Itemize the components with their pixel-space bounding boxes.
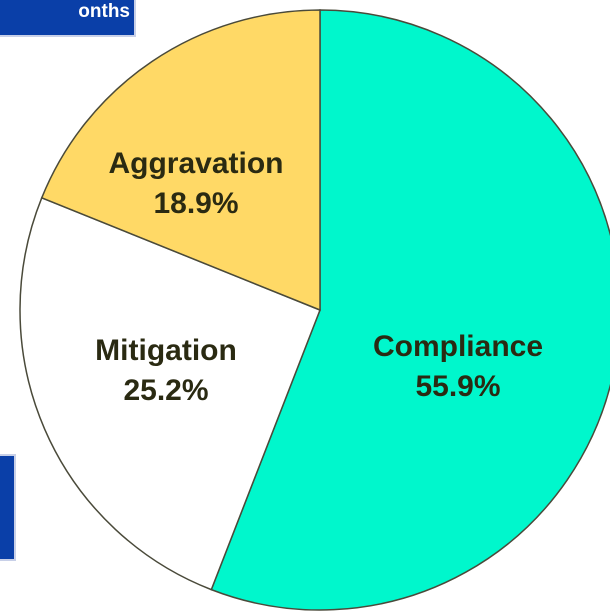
pie-slice [40,9,321,312]
header-text: onths [78,1,130,22]
side-box [0,454,16,561]
pie-slice [210,9,610,611]
pie-slice [19,196,321,591]
header-box [0,0,136,37]
slice-label: Compliance [373,330,543,363]
value-label: 18.9% [153,187,238,220]
pie [19,9,610,611]
slice-label: Aggravation [108,147,283,180]
value-label: 55.9% [415,370,500,403]
value-label: 25.2% [123,374,208,407]
slice-label: Mitigation [95,334,237,367]
